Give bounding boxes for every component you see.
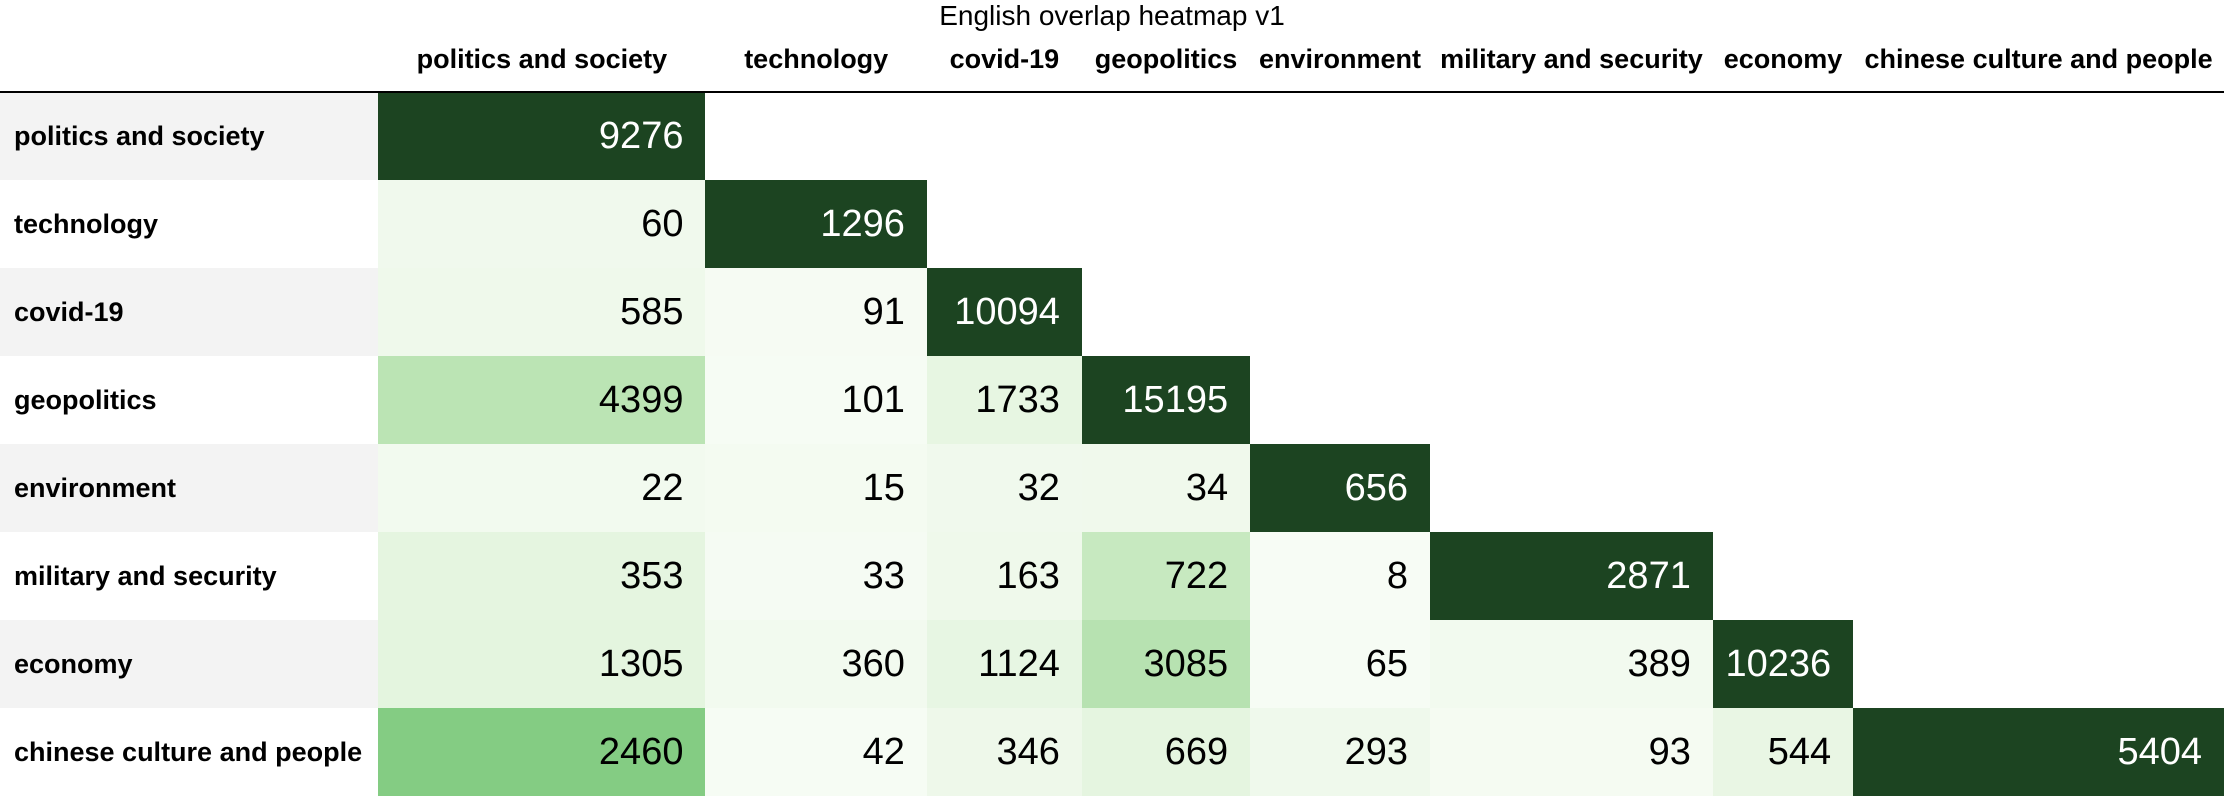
heatmap-cell: 2871: [1429, 532, 1713, 620]
heatmap-cell: 101: [705, 356, 927, 444]
row-header: covid-19: [0, 268, 379, 356]
heatmap-cell: 15: [705, 444, 927, 532]
empty-cell: [1250, 268, 1430, 356]
heatmap-cell: 389: [1429, 620, 1713, 708]
empty-cell: [1853, 356, 2224, 444]
heatmap-cell: 91: [705, 268, 927, 356]
empty-cell: [1250, 92, 1430, 180]
heatmap-cell: 9276: [378, 92, 706, 180]
heatmap-cell: 544: [1712, 708, 1854, 796]
column-header-row: politics and society technology covid-19 ge…: [0, 28, 2224, 93]
heatmap-cell: 42: [705, 708, 927, 796]
row-header: geopolitics: [0, 356, 379, 444]
heatmap-row: politics and society 9276: [0, 92, 2224, 180]
heatmap-cell: 93: [1429, 708, 1713, 796]
row-header: technology: [0, 180, 379, 268]
heatmap-cell: 15195: [1081, 356, 1251, 444]
heatmap-cell: 293: [1250, 708, 1430, 796]
empty-cell: [1429, 268, 1713, 356]
empty-cell: [1853, 532, 2224, 620]
empty-cell: [1712, 92, 1854, 180]
empty-cell: [1250, 180, 1430, 268]
heatmap-cell: 22: [378, 444, 706, 532]
heatmap-cell: 722: [1081, 532, 1251, 620]
empty-cell: [1712, 444, 1854, 532]
heatmap-cell: 34: [1081, 444, 1251, 532]
heatmap-row: environment 22 15 32 34 656: [0, 444, 2224, 532]
heatmap-cell: 1296: [705, 180, 927, 268]
heatmap-row: technology 60 1296: [0, 180, 2224, 268]
heatmap-row: chinese culture and people 2460 42 346 669 29…: [0, 708, 2224, 796]
empty-cell: [1429, 92, 1713, 180]
empty-cell: [1712, 356, 1854, 444]
empty-cell: [1081, 180, 1251, 268]
column-header: environment: [1250, 28, 1430, 93]
column-header: technology: [705, 28, 927, 93]
empty-cell: [1853, 620, 2224, 708]
heatmap-cell: 33: [705, 532, 927, 620]
empty-cell: [1429, 444, 1713, 532]
heatmap-cell: 1733: [926, 356, 1082, 444]
heatmap-table: politics and society technology covid-19 ge…: [0, 28, 2224, 796]
row-header: politics and society: [0, 92, 379, 180]
row-header: military and security: [0, 532, 379, 620]
heatmap-cell: 346: [926, 708, 1082, 796]
empty-cell: [1250, 356, 1430, 444]
empty-cell: [926, 92, 1082, 180]
empty-cell: [1712, 532, 1854, 620]
column-header: covid-19: [926, 28, 1082, 93]
heatmap-cell: 5404: [1853, 708, 2224, 796]
heatmap-cell: 163: [926, 532, 1082, 620]
heatmap-body: politics and society 9276 technology 60 1296…: [0, 92, 2224, 796]
header-corner: [0, 28, 379, 93]
empty-cell: [1429, 356, 1713, 444]
heatmap-cell: 353: [378, 532, 706, 620]
heatmap-cell: 1124: [926, 620, 1082, 708]
heatmap-cell: 585: [378, 268, 706, 356]
empty-cell: [1712, 268, 1854, 356]
heatmap-cell: 8: [1250, 532, 1430, 620]
column-header: military and security: [1429, 28, 1713, 93]
heatmap-row: covid-19 585 91 10094: [0, 268, 2224, 356]
column-header: politics and society: [378, 28, 706, 93]
heatmap-cell: 32: [926, 444, 1082, 532]
heatmap-cell: 65: [1250, 620, 1430, 708]
empty-cell: [926, 180, 1082, 268]
heatmap-row: economy 1305 360 1124 3085 65 389 10236: [0, 620, 2224, 708]
heatmap-cell: 360: [705, 620, 927, 708]
empty-cell: [1853, 92, 2224, 180]
empty-cell: [1081, 268, 1251, 356]
row-header: chinese culture and people: [0, 708, 379, 796]
empty-cell: [1853, 268, 2224, 356]
empty-cell: [705, 92, 927, 180]
heatmap-cell: 60: [378, 180, 706, 268]
heatmap-cell: 2460: [378, 708, 706, 796]
heatmap-cell: 10094: [926, 268, 1082, 356]
heatmap-cell: 3085: [1081, 620, 1251, 708]
row-header: environment: [0, 444, 379, 532]
heatmap-cell: 1305: [378, 620, 706, 708]
empty-cell: [1429, 180, 1713, 268]
heatmap-cell: 10236: [1712, 620, 1854, 708]
heatmap-cell: 669: [1081, 708, 1251, 796]
empty-cell: [1853, 180, 2224, 268]
empty-cell: [1712, 180, 1854, 268]
row-header: economy: [0, 620, 379, 708]
column-header: economy: [1712, 28, 1854, 93]
heatmap-row: geopolitics 4399 101 1733 15195: [0, 356, 2224, 444]
heatmap-cell: 4399: [378, 356, 706, 444]
empty-cell: [1853, 444, 2224, 532]
empty-cell: [1081, 92, 1251, 180]
column-header: chinese culture and people: [1853, 28, 2224, 93]
heatmap-row: military and security 353 33 163 722 8 2871: [0, 532, 2224, 620]
heatmap-cell: 656: [1250, 444, 1430, 532]
chart-title: English overlap heatmap v1: [939, 0, 1285, 31]
column-header: geopolitics: [1081, 28, 1251, 93]
